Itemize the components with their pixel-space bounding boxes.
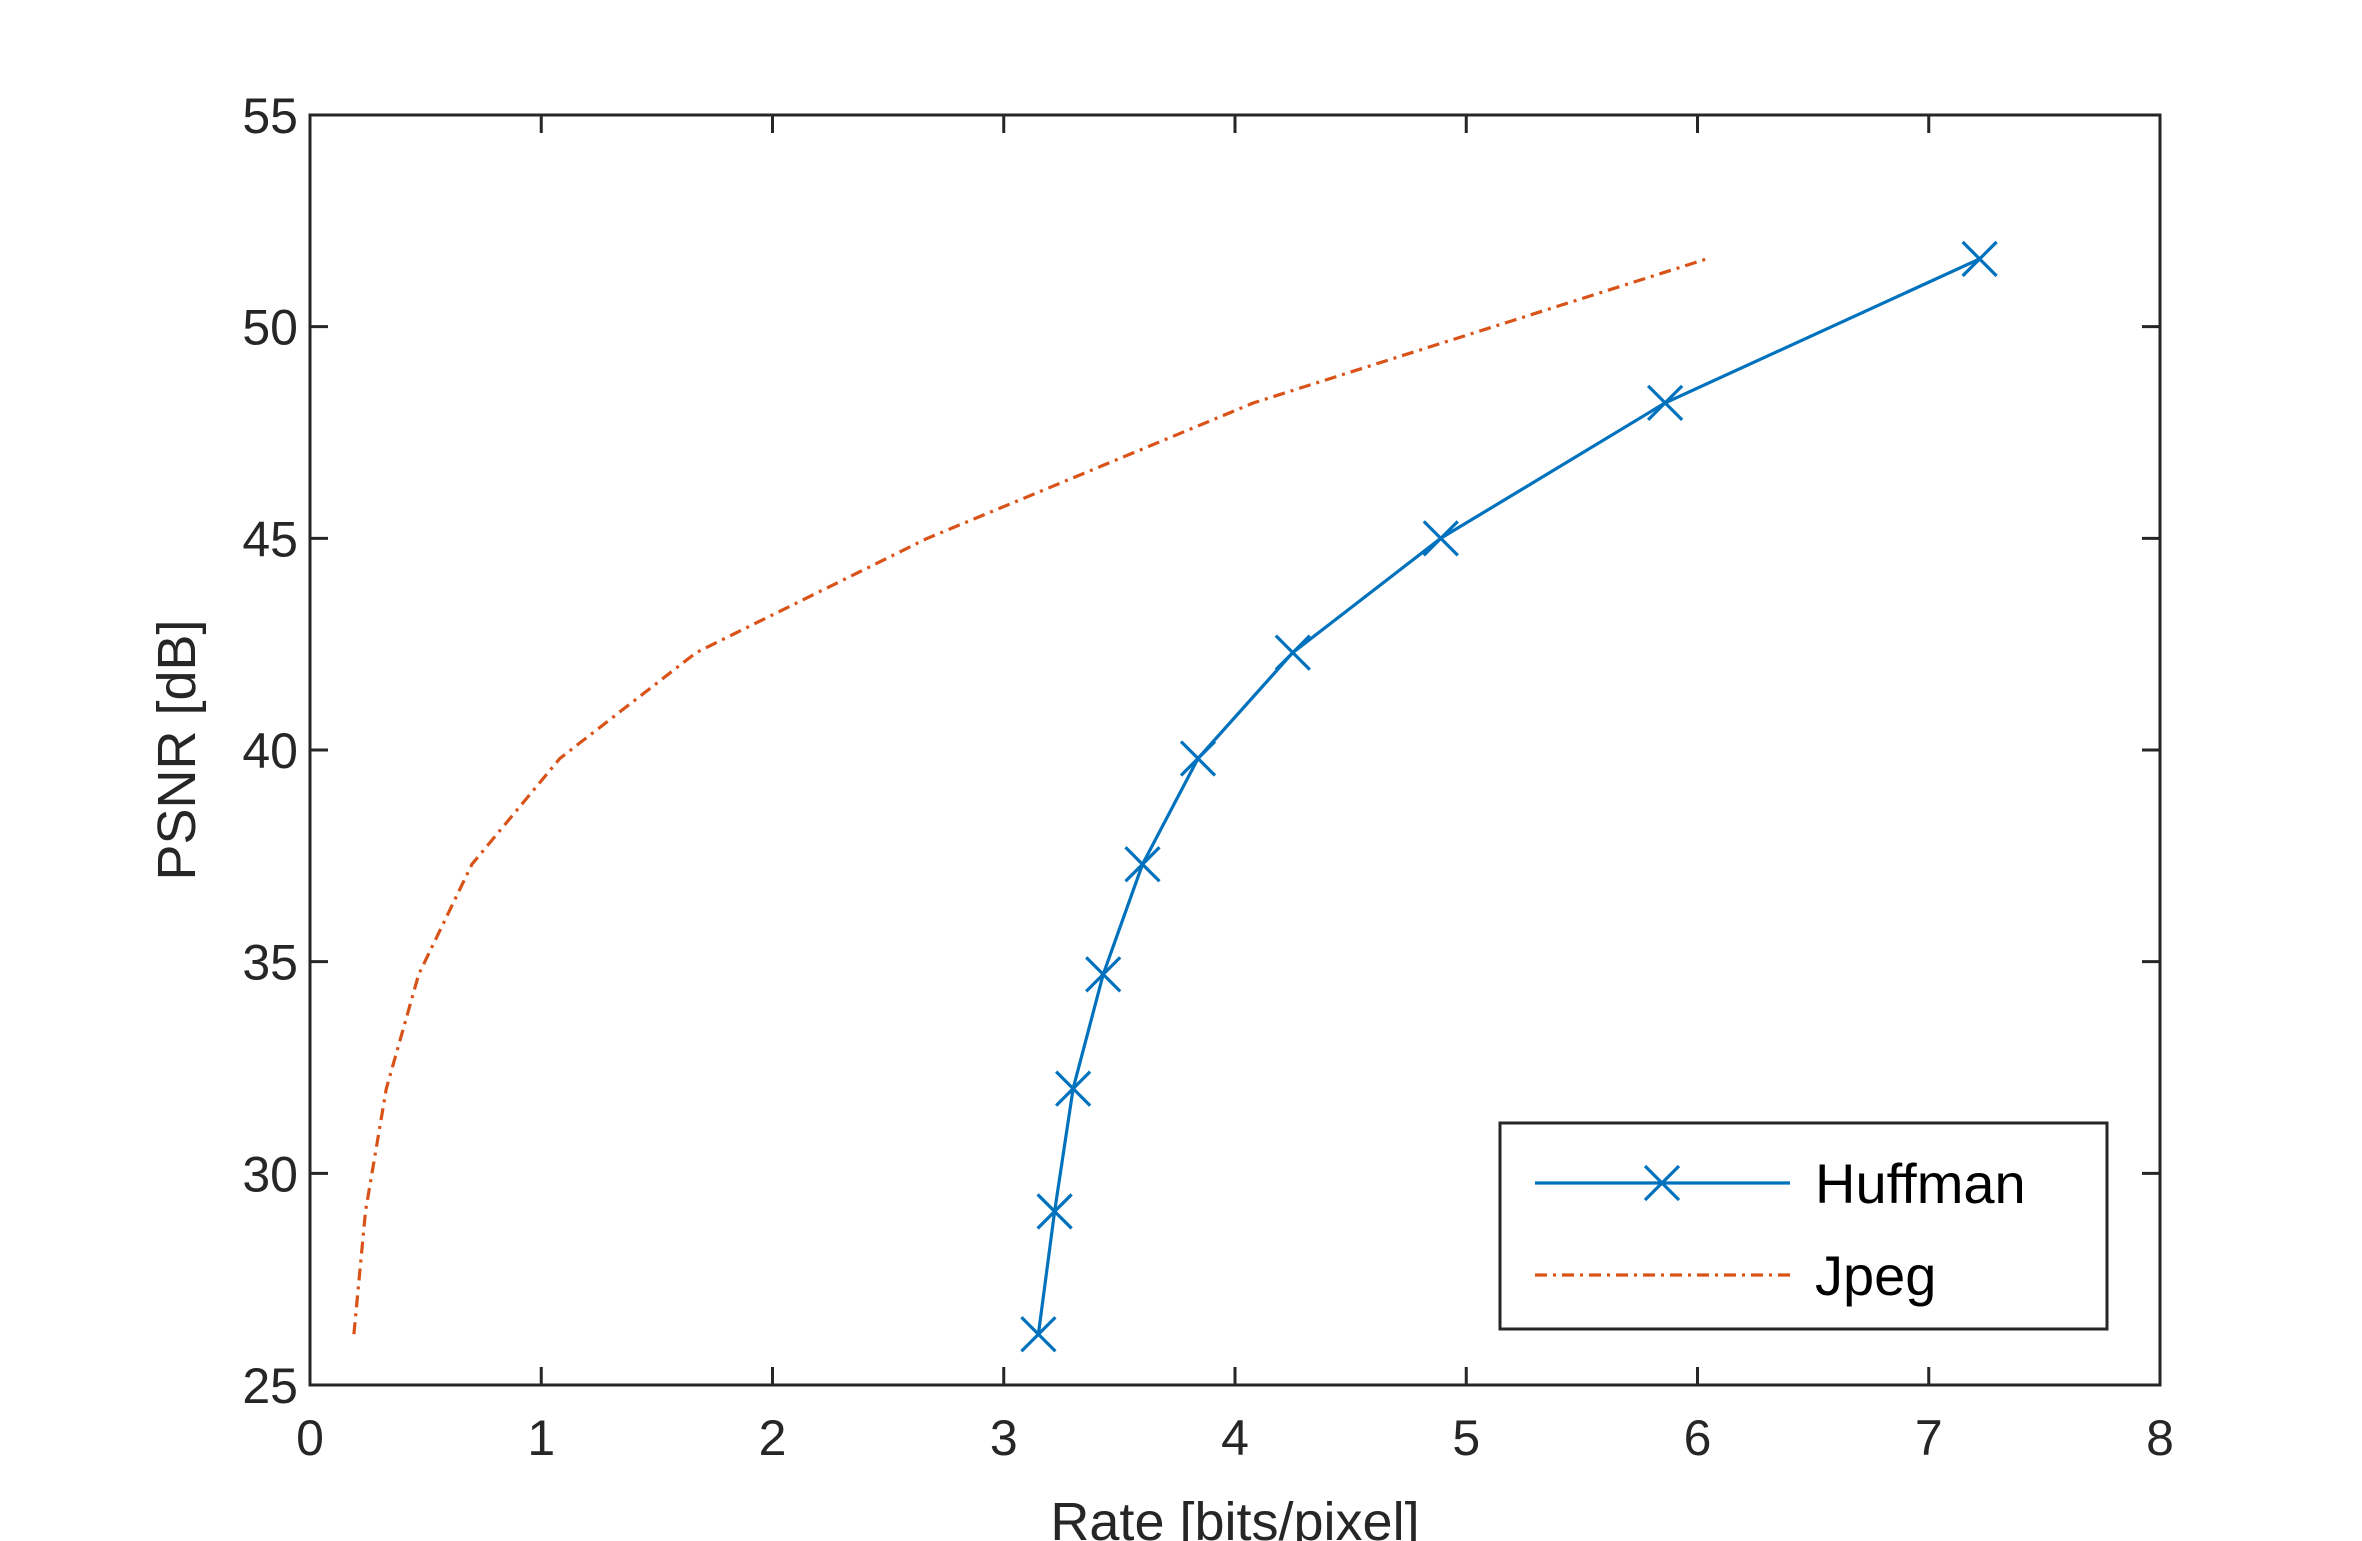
huffman-point-7 bbox=[1422, 520, 1459, 557]
y-tick-label-1: 30 bbox=[242, 1146, 298, 1202]
huffman-point-5 bbox=[1179, 740, 1217, 777]
legend-entry-jpeg: Jpeg bbox=[1535, 1244, 1936, 1307]
legend: Huffman Jpeg bbox=[1498, 1121, 2109, 1331]
legend-entries: Huffman Jpeg bbox=[1535, 1152, 2026, 1307]
y-tick-label-2: 35 bbox=[242, 935, 298, 991]
series-huffman bbox=[1020, 240, 1998, 1353]
x-tick-label-3: 3 bbox=[990, 1410, 1018, 1466]
legend-marker-huffman bbox=[1643, 1164, 1681, 1202]
huffman-line bbox=[1036, 257, 1981, 1335]
series-jpeg bbox=[352, 257, 1708, 1335]
huffman-point-1 bbox=[1036, 1193, 1073, 1230]
legend-label-jpeg: Jpeg bbox=[1815, 1244, 1936, 1307]
y-axis-label: PSNR [dB] bbox=[147, 619, 207, 880]
jpeg-line bbox=[352, 257, 1708, 1335]
x-tick-label-1: 1 bbox=[527, 1410, 555, 1466]
huffman-point-2 bbox=[1054, 1070, 1092, 1107]
x-tick-label-2: 2 bbox=[759, 1410, 787, 1466]
y-tick-label-4: 45 bbox=[242, 511, 298, 567]
y-tick-label-0: 25 bbox=[242, 1358, 298, 1414]
series-layer bbox=[352, 240, 1998, 1353]
huffman-point-6 bbox=[1274, 634, 1311, 671]
x-tick-label-8: 8 bbox=[2146, 1410, 2174, 1466]
legend-entry-huffman: Huffman bbox=[1535, 1152, 2026, 1215]
x-tick-label-4: 4 bbox=[1221, 1410, 1249, 1466]
x-tick-label-0: 0 bbox=[296, 1410, 324, 1466]
huffman-point-9 bbox=[1961, 240, 1998, 278]
y-tick-label-6: 55 bbox=[242, 88, 298, 144]
x-tick-label-5: 5 bbox=[1452, 1410, 1480, 1466]
x-tick-label-7: 7 bbox=[1915, 1410, 1943, 1466]
x-tick-label-6: 6 bbox=[1684, 1410, 1712, 1466]
legend-box bbox=[1498, 1121, 2109, 1331]
huffman-point-0 bbox=[1020, 1316, 1057, 1353]
legend-label-huffman: Huffman bbox=[1815, 1152, 2026, 1215]
huffman-point-4 bbox=[1124, 846, 1161, 883]
x-axis-label: Rate [bits/pixel] bbox=[1050, 1492, 1419, 1541]
y-tick-label-5: 50 bbox=[242, 300, 298, 356]
huffman-point-3 bbox=[1085, 956, 1122, 993]
y-tick-label-3: 40 bbox=[242, 723, 298, 779]
huffman-point-8 bbox=[1646, 384, 1684, 421]
